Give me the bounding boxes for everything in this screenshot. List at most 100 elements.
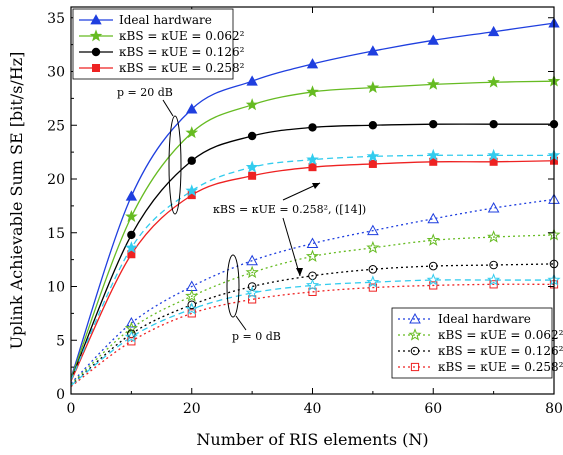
- marker-star: [306, 153, 319, 166]
- marker-star: [366, 240, 380, 254]
- axis-ticks: 0 20 40 60 80 0 5 10 15 20 25 30 35: [47, 7, 563, 417]
- legend-label: κBS = κUE = 0.126²: [438, 344, 563, 358]
- y-tick-label: 15: [47, 226, 65, 242]
- marker-star: [125, 241, 138, 254]
- marker-circle: [308, 123, 317, 132]
- marker-star: [245, 160, 259, 173]
- x-tick-label: 20: [183, 401, 201, 417]
- marker-circle: [187, 156, 196, 165]
- callout-line-p20: [162, 99, 174, 117]
- marker-circle: [429, 119, 438, 129]
- arrow-reference-down: [282, 217, 301, 277]
- marker-star: [426, 77, 440, 90]
- marker-star: [487, 273, 501, 286]
- marker-square: [429, 157, 438, 166]
- y-tick-label: 5: [56, 333, 65, 349]
- marker-triangle: [246, 254, 258, 266]
- marker-star: [245, 286, 259, 299]
- marker-square: [489, 157, 498, 166]
- arrowhead-reference-down: [296, 268, 303, 276]
- marker-circle: [127, 230, 136, 240]
- marker-circle: [410, 346, 420, 356]
- label-p20: p = 20 dB: [117, 86, 173, 99]
- series-line: [70, 234, 555, 385]
- marker-square: [248, 171, 257, 180]
- marker-triangle: [487, 25, 500, 37]
- marker-triangle: [246, 75, 258, 86]
- marker-star: [245, 98, 259, 111]
- x-tick-label: 80: [545, 401, 563, 417]
- legend-label: Ideal hardware: [438, 312, 531, 326]
- marker-triangle: [367, 224, 379, 236]
- marker-star: [305, 278, 320, 292]
- marker-circle: [247, 131, 257, 141]
- marker-star: [124, 330, 138, 343]
- x-tick-label: 0: [67, 401, 76, 417]
- marker-triangle: [125, 317, 138, 328]
- marker-star: [245, 265, 259, 279]
- marker-circle: [428, 261, 438, 271]
- legend-label: κBS = κUE = 0.258²: [438, 360, 563, 374]
- marker-star: [306, 85, 319, 98]
- marker-circle: [368, 121, 378, 130]
- series-line: [70, 283, 555, 388]
- marker-circle: [187, 300, 197, 310]
- marker-star: [366, 149, 380, 162]
- marker-triangle: [306, 58, 319, 69]
- marker-star: [487, 148, 500, 161]
- marker-star: [185, 126, 199, 139]
- legend-label: Ideal hardware: [119, 13, 212, 27]
- marker-triangle: [125, 190, 138, 201]
- series-line: [70, 198, 555, 384]
- marker-triangle: [409, 312, 421, 324]
- marker-star: [89, 29, 103, 42]
- annotations: p = 20 dB p = 0 dB κBS = κUE = 0.258², ([1…: [117, 86, 366, 343]
- label-p0: p = 0 dB: [232, 330, 281, 343]
- label-reference: κBS = κUE = 0.258², ([14]): [213, 203, 366, 216]
- y-tick-label: 35: [47, 11, 65, 27]
- marker-triangle: [90, 14, 102, 25]
- legend-label: κBS = κUE = 0.062²: [438, 328, 563, 342]
- callout-line-p0: [235, 315, 247, 331]
- y-tick-label: 10: [47, 280, 65, 296]
- y-tick-label: 30: [47, 65, 65, 81]
- y-tick-label: 20: [47, 172, 65, 188]
- marker-square: [92, 64, 101, 73]
- marker-star: [487, 230, 501, 243]
- y-tick-label: 25: [47, 118, 65, 134]
- marker-circle: [489, 260, 498, 270]
- marker-triangle: [427, 212, 440, 224]
- marker-triangle: [367, 45, 379, 56]
- marker-triangle: [427, 34, 439, 45]
- chart-markers: [124, 17, 561, 346]
- marker-star: [185, 302, 199, 315]
- marker-circle: [247, 282, 257, 291]
- marker-star: [487, 75, 500, 88]
- marker-square: [127, 250, 136, 259]
- marker-star: [305, 249, 320, 263]
- marker-star: [185, 289, 199, 302]
- marker-circle: [368, 265, 378, 274]
- legend-label: κBS = κUE = 0.126²: [119, 45, 245, 59]
- marker-star: [185, 184, 199, 197]
- legend-label: κBS = κUE = 0.258²: [119, 61, 245, 75]
- marker-triangle: [487, 201, 500, 213]
- marker-star: [366, 80, 380, 93]
- x-tick-label: 60: [424, 401, 442, 417]
- ellipse-p0: [226, 254, 240, 318]
- marker-star: [426, 148, 440, 161]
- marker-star: [426, 273, 440, 286]
- series-line: [70, 263, 555, 386]
- marker-square: [368, 159, 377, 168]
- marker-circle: [489, 119, 498, 129]
- marker-circle: [91, 47, 101, 57]
- arrowhead-reference-up: [312, 183, 320, 189]
- marker-star: [366, 275, 380, 288]
- x-axis-label: Number of RIS elements (N): [196, 430, 428, 449]
- legend-label: κBS = κUE = 0.062²: [119, 29, 245, 43]
- marker-star: [125, 209, 138, 222]
- marker-triangle: [186, 103, 198, 114]
- series-line: [70, 279, 554, 386]
- marker-square: [308, 163, 317, 172]
